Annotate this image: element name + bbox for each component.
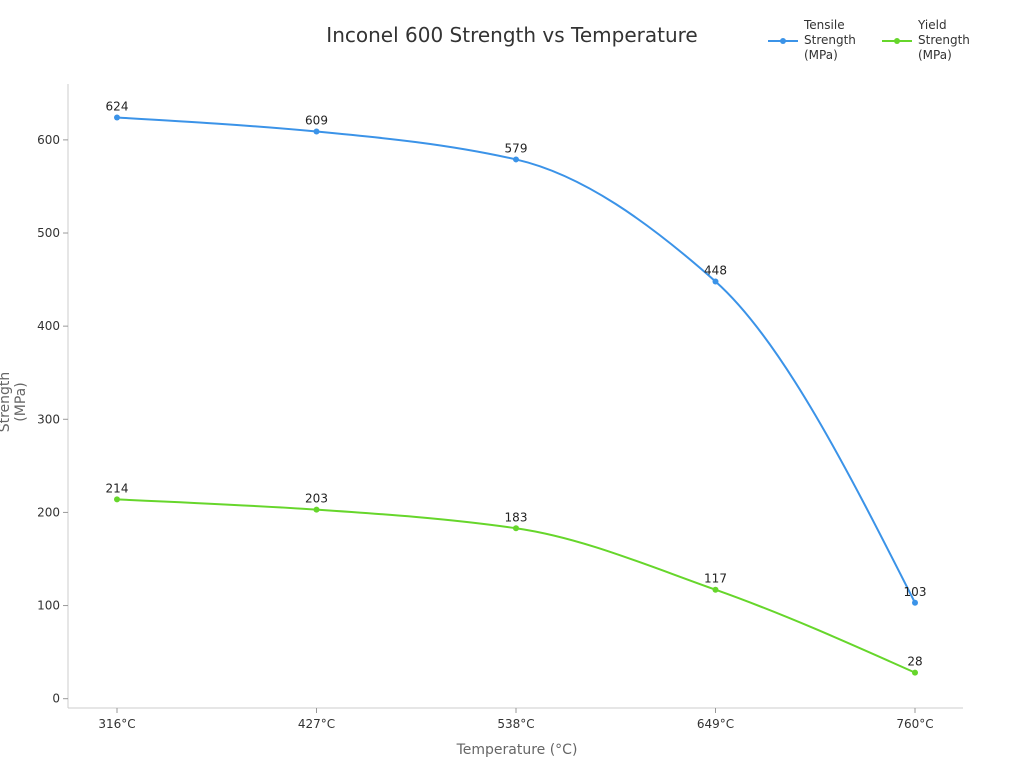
legend-item-yield[interactable]: Yield Strength (MPa) — [882, 18, 984, 63]
y-tick-label: 400 — [37, 319, 60, 333]
data-point — [712, 278, 719, 285]
x-tick-label: 760°C — [896, 717, 933, 731]
y-tick-label: 100 — [37, 599, 60, 613]
data-point — [114, 114, 120, 121]
data-label: 448 — [704, 263, 727, 277]
legend-swatch-tensile — [768, 35, 798, 47]
legend-item-tensile[interactable]: Tensile Strength (MPa) — [768, 18, 870, 63]
data-point — [912, 599, 918, 606]
data-label: 103 — [904, 585, 927, 599]
series-line-0 — [116, 116, 916, 604]
data-label: 609 — [305, 113, 328, 127]
data-label: 117 — [704, 572, 727, 586]
data-point — [712, 586, 719, 593]
data-point — [513, 156, 519, 163]
data-label: 28 — [907, 655, 922, 669]
legend: Tensile Strength (MPa) Yield Strength (M… — [768, 18, 984, 63]
y-tick-label: 200 — [37, 505, 60, 519]
data-label: 624 — [106, 100, 129, 114]
data-point — [313, 506, 320, 513]
data-label: 579 — [505, 141, 528, 155]
data-point — [912, 669, 918, 676]
data-point — [313, 128, 320, 135]
y-tick-label: 0 — [52, 692, 60, 706]
data-label: 214 — [106, 481, 129, 495]
data-label: 183 — [505, 510, 528, 524]
legend-label-yield: Yield Strength (MPa) — [918, 18, 970, 62]
y-tick-label: 500 — [37, 226, 60, 240]
x-tick-label: 538°C — [497, 717, 534, 731]
data-label: 203 — [305, 492, 328, 506]
data-point — [513, 525, 519, 532]
legend-label-tensile: Tensile Strength (MPa) — [804, 18, 856, 62]
data-point — [114, 496, 120, 503]
legend-swatch-yield — [882, 35, 912, 47]
y-tick-label: 600 — [37, 133, 60, 147]
x-tick-label: 649°C — [697, 717, 734, 731]
x-tick-label: 427°C — [298, 717, 335, 731]
x-tick-label: 316°C — [98, 717, 135, 731]
x-axis-label: Temperature (°C) — [456, 742, 578, 758]
chart-title: Inconel 600 Strength vs Temperature — [326, 23, 698, 47]
y-tick-label: 300 — [37, 412, 60, 426]
